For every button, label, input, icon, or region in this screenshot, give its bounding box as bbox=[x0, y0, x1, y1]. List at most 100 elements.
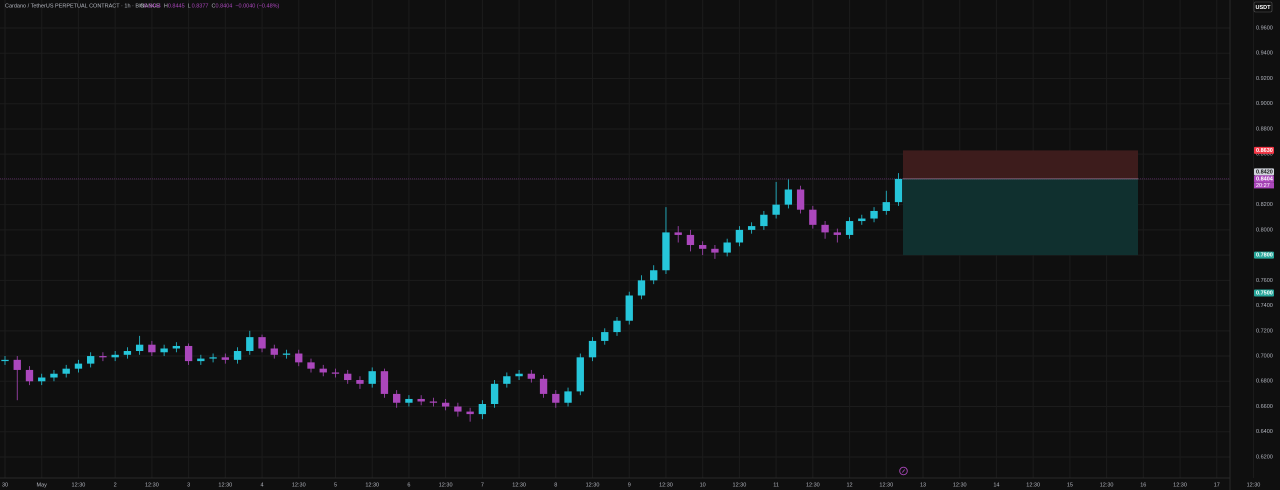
candle-body bbox=[747, 226, 756, 230]
x-tick-label: 9 bbox=[628, 482, 631, 488]
candle-body bbox=[1, 359, 9, 362]
candle-body bbox=[809, 209, 817, 225]
y-tick-label: 0.8600 bbox=[1256, 152, 1273, 158]
x-tick-label: 12:30 bbox=[1247, 482, 1261, 488]
y-tick-label: 0.8800 bbox=[1256, 126, 1273, 132]
candle-body bbox=[233, 351, 242, 360]
y-tick-label: 0.6200 bbox=[1256, 454, 1273, 460]
x-tick-label: 30 bbox=[2, 482, 8, 488]
candle-body bbox=[478, 404, 487, 415]
x-tick-label: 10 bbox=[700, 482, 706, 488]
legend-value: −0.0040 (−0.48%) bbox=[235, 3, 279, 9]
candle-body bbox=[870, 210, 878, 219]
x-tick-label: 12:30 bbox=[145, 482, 159, 488]
candle-body bbox=[99, 356, 107, 358]
candle-body bbox=[429, 401, 438, 403]
grid bbox=[0, 0, 1254, 478]
axis: 0.9600 0.9400 0.9200 0.9000 0.8800 0.8600 0.84… bbox=[2, 25, 1274, 488]
candle-body bbox=[784, 189, 793, 205]
candle-body bbox=[111, 354, 119, 358]
candle-body bbox=[172, 345, 181, 349]
legend-value: 0.8404 bbox=[215, 3, 232, 9]
candle-body bbox=[833, 232, 841, 235]
candle-body bbox=[74, 363, 83, 369]
candle-body bbox=[588, 340, 597, 358]
y-tick-label: 0.7200 bbox=[1256, 328, 1273, 334]
y-tick-label: 0.7600 bbox=[1256, 278, 1273, 284]
chart-title: Cardano / TetherUS PERPETUAL CONTRACT · … bbox=[5, 3, 160, 9]
candle-body bbox=[135, 344, 144, 352]
candle-body bbox=[184, 345, 193, 362]
x-tick-label: 12:30 bbox=[439, 482, 453, 488]
candle-body bbox=[13, 359, 21, 370]
x-tick-label: 12:30 bbox=[1100, 482, 1114, 488]
y-tick-label: 0.6400 bbox=[1256, 429, 1273, 435]
candle-body bbox=[160, 348, 168, 353]
price-label: 0.7500 bbox=[1256, 290, 1273, 296]
y-tick-label: 0.7400 bbox=[1256, 303, 1273, 309]
candle-body bbox=[625, 295, 633, 321]
candle-body bbox=[772, 204, 780, 215]
candle-body bbox=[344, 373, 352, 381]
candle-body bbox=[845, 221, 854, 235]
candle-body bbox=[637, 280, 646, 296]
candle-body bbox=[441, 402, 450, 407]
candle-body bbox=[331, 372, 340, 374]
legend-key: C bbox=[211, 3, 215, 9]
candle-body bbox=[380, 371, 389, 394]
last-price-label: 0.8404 bbox=[1256, 176, 1274, 182]
candle-body bbox=[650, 270, 658, 281]
y-tick-label: 0.9600 bbox=[1256, 25, 1273, 31]
y-tick-label: 0.8000 bbox=[1256, 227, 1273, 233]
x-tick-label: 12:30 bbox=[733, 482, 747, 488]
x-tick-label: 4 bbox=[261, 482, 264, 488]
candle-body bbox=[490, 383, 499, 405]
candle-body bbox=[454, 406, 462, 412]
x-tick-label: 7 bbox=[481, 482, 484, 488]
legend-key: H bbox=[164, 3, 168, 9]
candle-body bbox=[539, 378, 548, 394]
x-tick-label: 13 bbox=[920, 482, 926, 488]
y-tick-label: 0.9400 bbox=[1256, 51, 1273, 57]
x-tick-label: 3 bbox=[187, 482, 190, 488]
candle-body bbox=[735, 229, 744, 243]
candle-body bbox=[564, 391, 572, 403]
candle-body bbox=[466, 411, 474, 415]
x-tick-label: 12:30 bbox=[365, 482, 379, 488]
candle-body bbox=[246, 337, 254, 352]
candle-body bbox=[723, 242, 731, 253]
currency-badge bbox=[1253, 1, 1273, 13]
candle-body bbox=[894, 178, 903, 203]
target-price-label-bg bbox=[1254, 251, 1274, 259]
last-price-label-bg bbox=[1254, 175, 1274, 183]
candle-body bbox=[368, 371, 376, 384]
x-tick-label: 12:30 bbox=[512, 482, 526, 488]
candle-body bbox=[123, 351, 132, 355]
candle-body bbox=[295, 353, 303, 363]
candle-body bbox=[601, 332, 609, 341]
candle-body bbox=[760, 214, 768, 227]
x-tick-label: 5 bbox=[334, 482, 337, 488]
candle-body bbox=[50, 373, 58, 378]
countdown: 20:27 bbox=[1256, 183, 1270, 189]
event-icon bbox=[901, 469, 906, 473]
candle-body bbox=[393, 393, 401, 403]
candle-body bbox=[503, 376, 511, 384]
x-tick-label: 12:30 bbox=[879, 482, 893, 488]
candle-body bbox=[417, 398, 425, 402]
y-tick-label: 0.6600 bbox=[1256, 404, 1273, 410]
candle-body bbox=[882, 202, 890, 211]
plot bbox=[0, 150, 1230, 422]
x-tick-label: 12:30 bbox=[218, 482, 232, 488]
x-tick-label: 16 bbox=[1140, 482, 1146, 488]
x-tick-label: 12:30 bbox=[659, 482, 673, 488]
candle-body bbox=[282, 353, 291, 355]
candle-body bbox=[270, 348, 278, 355]
candle-body bbox=[405, 398, 413, 403]
candle-body bbox=[699, 245, 707, 249]
candle-body bbox=[576, 357, 584, 392]
x-tick-label: 12:30 bbox=[806, 482, 820, 488]
x-tick-label: 11 bbox=[773, 482, 779, 488]
